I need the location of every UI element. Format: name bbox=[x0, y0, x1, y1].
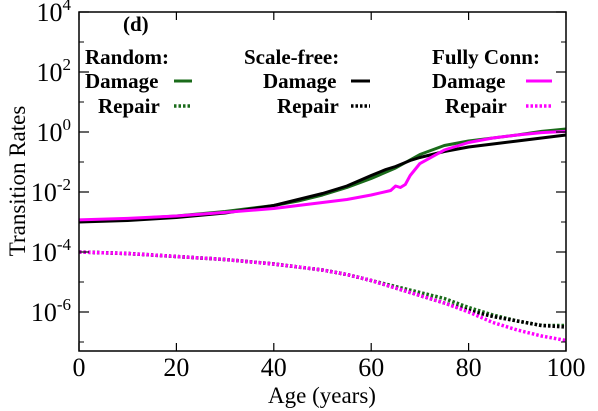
legend-repair-label: Repair bbox=[277, 94, 339, 118]
legend-damage-label: Damage bbox=[263, 69, 336, 93]
series-line-scale-free-repair bbox=[78, 250, 567, 329]
ticks-layer: 0 20 40 60 80 100 104 102 100 10-2 10-4 10-6 bbox=[31, 0, 586, 382]
legend-layer: Random:DamageRepairScale-free:DamageRepa… bbox=[85, 45, 552, 118]
x-tick-label: 40 bbox=[261, 353, 287, 382]
x-tick-label: 100 bbox=[547, 353, 586, 382]
y-tick-label: 104 bbox=[37, 0, 72, 27]
legend-repair-label: Repair bbox=[98, 94, 160, 118]
y-tick-label: 10-6 bbox=[31, 295, 71, 327]
legend-damage-label: Damage bbox=[432, 69, 505, 93]
y-tick-label: 102 bbox=[37, 55, 72, 87]
x-tick-label: 0 bbox=[73, 353, 86, 382]
plot-frame bbox=[78, 11, 567, 352]
x-tick-label: 20 bbox=[163, 353, 189, 382]
legend-title: Random: bbox=[85, 45, 169, 69]
x-tick-label: 60 bbox=[358, 353, 384, 382]
legend-title: Fully Conn: bbox=[432, 45, 540, 69]
y-axis-label: Transition Rates bbox=[5, 106, 30, 257]
panel-label: (d) bbox=[123, 12, 149, 36]
series-line-fully-conn-repair bbox=[78, 250, 567, 343]
y-tick-label: 100 bbox=[37, 115, 72, 147]
series-line-random-repair bbox=[78, 250, 566, 328]
y-tick-label: 10-2 bbox=[31, 175, 71, 207]
y-tick-label: 10-4 bbox=[31, 235, 72, 267]
legend-title: Scale-free: bbox=[244, 45, 339, 69]
series-line-fully-conn-damage bbox=[78, 129, 567, 222]
x-axis-label: Age (years) bbox=[268, 383, 376, 408]
legend-repair-label: Repair bbox=[445, 94, 507, 118]
series-layer bbox=[78, 127, 567, 343]
legend-damage-label: Damage bbox=[85, 69, 158, 93]
series-line-scale-free-damage bbox=[78, 133, 567, 224]
x-tick-label: 80 bbox=[456, 353, 482, 382]
